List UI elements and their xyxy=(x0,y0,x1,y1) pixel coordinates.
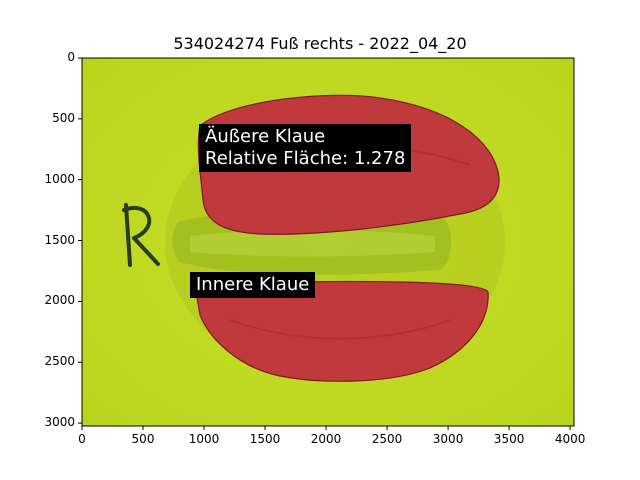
y-tick-label: 1000 xyxy=(44,171,75,186)
photo-area xyxy=(82,58,574,426)
x-tick-label: 4000 xyxy=(554,432,586,446)
x-axis-ticks xyxy=(81,426,571,430)
x-tick-label: 3000 xyxy=(432,432,464,446)
x-tick-label: 1500 xyxy=(249,432,281,446)
x-tick-label: 1000 xyxy=(188,432,220,446)
outer-claw-label: Äußere Klaue xyxy=(205,126,326,147)
annotation-outer-claw: Äußere Klaue Relative Fläche: 1.278 xyxy=(199,124,412,172)
x-tick-label: 3500 xyxy=(493,432,525,446)
inner-claw-label: Innere Klaue xyxy=(196,274,310,295)
x-tick-label: 2000 xyxy=(310,432,342,446)
y-tick-label: 3000 xyxy=(44,415,75,430)
y-tick-label: 0 xyxy=(67,50,75,64)
x-tick-label: 2500 xyxy=(371,432,403,446)
y-axis-ticks xyxy=(78,57,82,424)
x-tick-label: 0 xyxy=(78,432,86,446)
y-tick-label: 2500 xyxy=(44,354,75,369)
handwritten-r-mark xyxy=(122,203,160,267)
outer-claw-relative-area: Relative Fläche: 1.278 xyxy=(205,148,406,169)
annotation-inner-claw: Innere Klaue xyxy=(190,272,316,298)
axes-frame xyxy=(81,57,575,427)
y-tick-label: 1500 xyxy=(44,232,75,247)
inner-claw-region xyxy=(195,280,489,382)
y-tick-label: 2000 xyxy=(44,293,75,308)
y-tick-label: 500 xyxy=(52,110,75,125)
plot-title: 534024274 Fuß rechts - 2022_04_20 xyxy=(173,34,467,53)
x-tick-label: 500 xyxy=(131,432,155,446)
